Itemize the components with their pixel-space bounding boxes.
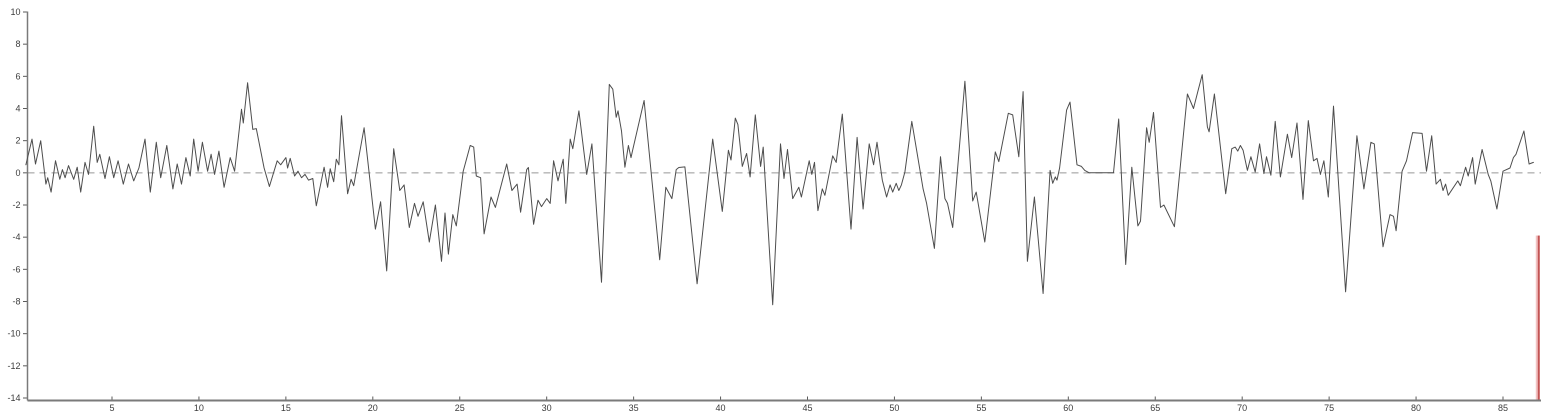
y-tick-label: 6: [15, 71, 20, 81]
x-tick-label: 45: [802, 403, 812, 413]
x-tick-label: 85: [1498, 403, 1508, 413]
y-tick-label: 8: [15, 39, 20, 49]
y-tick-label: -14: [7, 393, 20, 403]
y-tick-label: 4: [15, 103, 20, 113]
y-tick-label: -10: [7, 329, 20, 339]
y-tick-label: -4: [12, 232, 20, 242]
y-tick-label: -6: [12, 264, 20, 274]
x-tick-label: 10: [194, 403, 204, 413]
x-tick-label: 30: [542, 403, 552, 413]
y-tick-label: -8: [12, 296, 20, 306]
x-tick-label: 60: [1063, 403, 1073, 413]
y-tick-label: -12: [7, 361, 20, 371]
y-tick-label: -2: [12, 200, 20, 210]
x-tick-label: 20: [368, 403, 378, 413]
x-tick-label: 65: [1150, 403, 1160, 413]
x-tick-label: 15: [281, 403, 291, 413]
y-tick-label: 0: [15, 168, 20, 178]
x-tick-label: 35: [629, 403, 639, 413]
x-tick-label: 55: [976, 403, 986, 413]
y-tick-label: 2: [15, 136, 20, 146]
x-tick-label: 75: [1324, 403, 1334, 413]
x-tick-label: 80: [1411, 403, 1421, 413]
signal-line: [25, 74, 1534, 306]
x-tick-label: 5: [109, 403, 114, 413]
position-marker: [1535, 235, 1540, 401]
x-tick-label: 25: [455, 403, 465, 413]
x-tick-label: 50: [889, 403, 899, 413]
y-tick-label: 10: [10, 7, 20, 17]
x-tick-label: 70: [1237, 403, 1247, 413]
x-tick-label: 40: [716, 403, 726, 413]
